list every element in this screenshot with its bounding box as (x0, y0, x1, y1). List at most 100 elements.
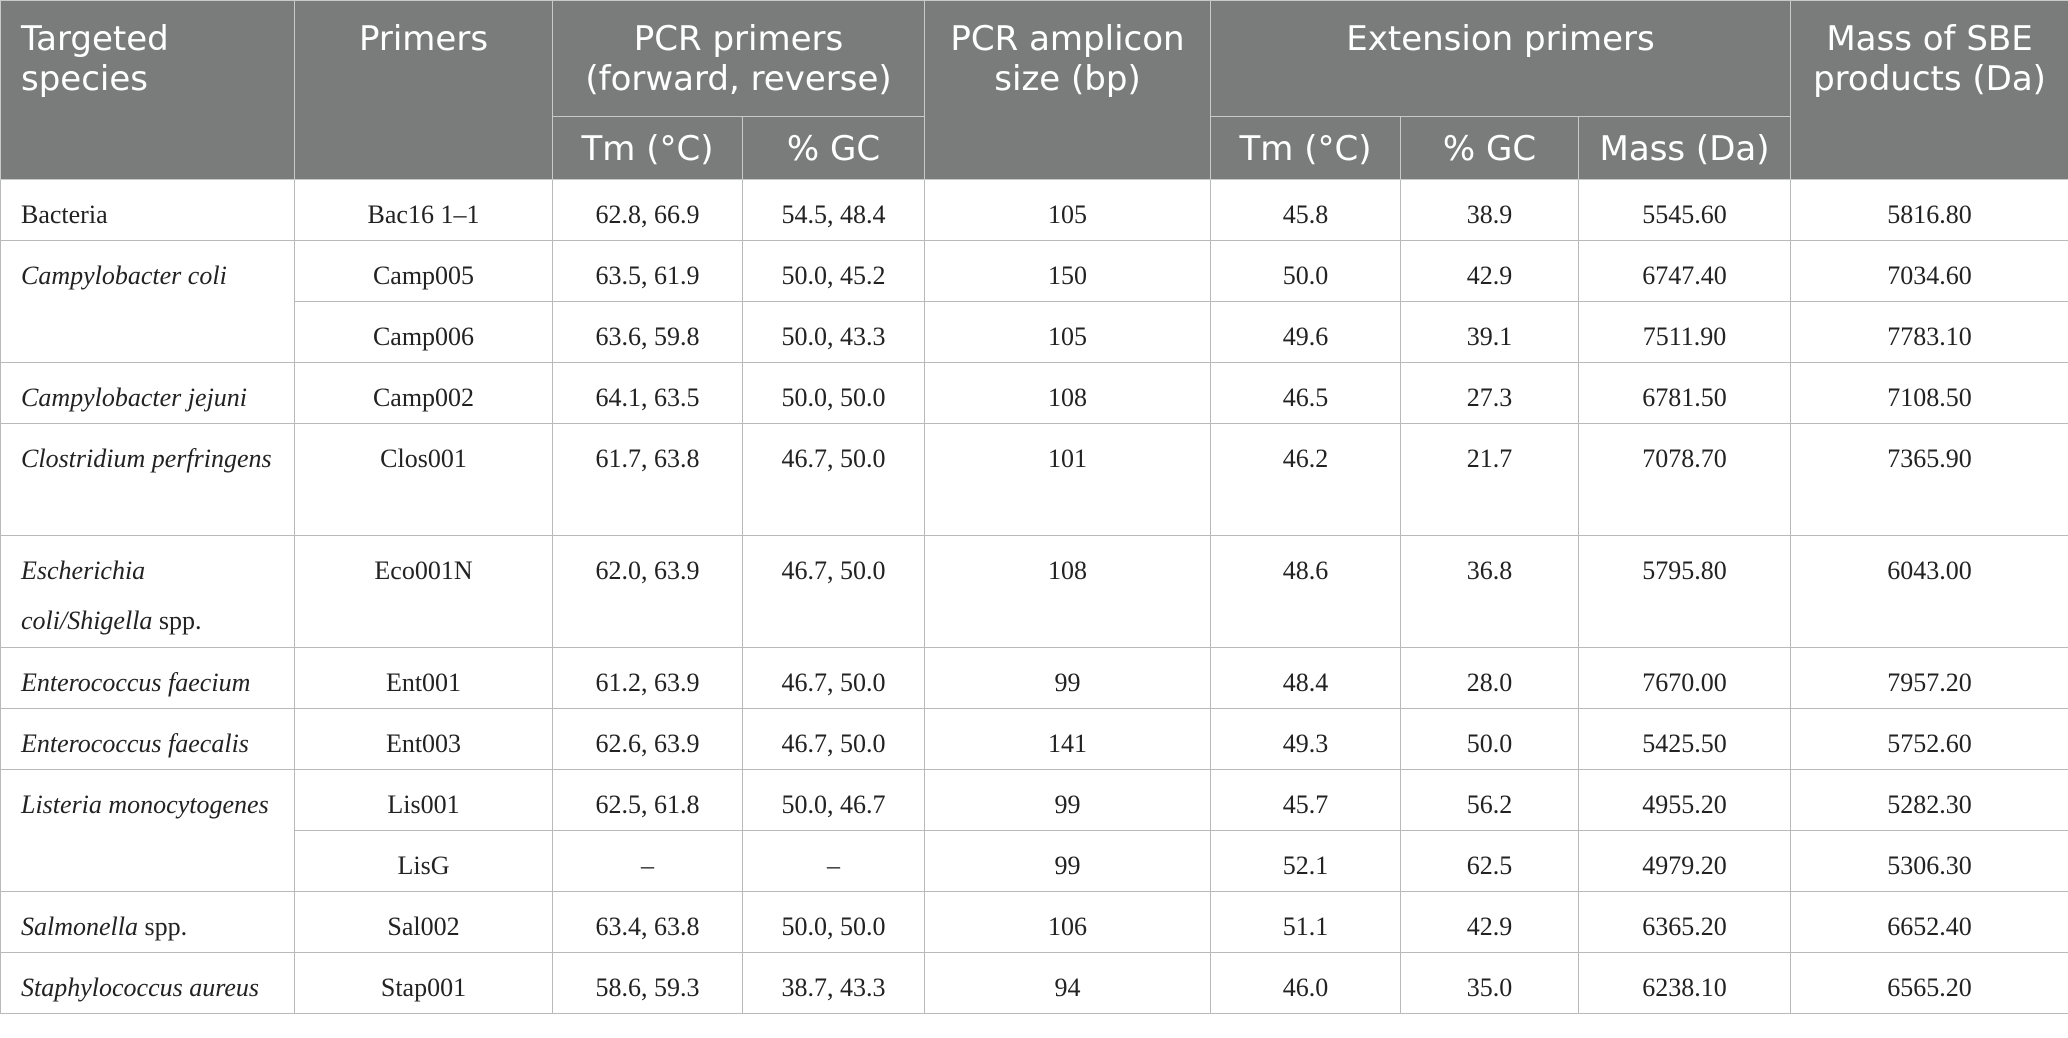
pcr-tm-cell: 61.7, 63.8 (552, 423, 743, 536)
pcr-tm-cell: 63.5, 61.9 (552, 240, 743, 302)
sbe-mass-cell: 5752.60 (1790, 708, 2068, 770)
pcr-tm-cell: 62.6, 63.9 (552, 708, 743, 770)
header-pcr-tm: Tm (°C) (552, 116, 743, 180)
ext-gc-cell: 56.2 (1400, 769, 1579, 831)
header-mass-sbe: Mass of SBE products (Da) (1790, 0, 2068, 180)
primer-table-container: Targeted species Primers PCR primers (fo… (0, 0, 2068, 1014)
amplicon-cell: 99 (924, 769, 1211, 831)
species-cell: Clostridium perfringens (0, 423, 295, 536)
sbe-mass-cell: 7365.90 (1790, 423, 2068, 536)
primer-cell: Eco001N (294, 535, 553, 648)
table-row: Campylobacter coli Camp005 63.5, 61.9 50… (0, 240, 2068, 363)
sbe-mass-cell: 7034.60 (1790, 240, 2068, 302)
species-name-italic: Enterococcus faecalis (21, 729, 249, 758)
table-row: LisG – – 99 52.1 62.5 4979.20 5306.30 (1, 830, 2068, 892)
ext-mass-cell: 5795.80 (1577, 535, 1792, 648)
ext-gc-cell: 21.7 (1400, 423, 1579, 536)
amplicon-cell: 108 (924, 535, 1211, 648)
header-ext-tm: Tm (°C) (1210, 116, 1401, 180)
pcr-gc-cell: 46.7, 50.0 (742, 535, 925, 648)
ext-mass-cell: 6747.40 (1577, 240, 1792, 302)
ext-mass-cell: 5425.50 (1577, 708, 1792, 770)
species-cell: Escherichia coli/Shigella spp. (0, 535, 295, 648)
ext-mass-cell: 6365.20 (1577, 891, 1792, 953)
ext-gc-cell: 38.9 (1400, 179, 1579, 241)
pcr-gc-cell: 50.0, 43.3 (742, 301, 925, 363)
pcr-tm-cell: 63.4, 63.8 (552, 891, 743, 953)
ext-mass-cell: 6781.50 (1577, 362, 1792, 424)
amplicon-cell: 101 (924, 423, 1211, 536)
amplicon-cell: 141 (924, 708, 1211, 770)
pcr-gc-cell: 46.7, 50.0 (742, 708, 925, 770)
species-name-italic: Clostridium perfringens (21, 444, 272, 473)
ext-mass-cell: 7511.90 (1577, 301, 1792, 363)
table-row: Clostridium perfringens Clos001 61.7, 63… (0, 423, 2068, 536)
ext-tm-cell: 48.6 (1210, 535, 1401, 648)
ext-mass-cell: 7078.70 (1577, 423, 1792, 536)
species-cell: Enterococcus faecalis (0, 708, 295, 770)
primer-cell: Camp002 (294, 362, 553, 424)
primer-cell: Ent001 (294, 647, 553, 709)
table-row: Staphylococcus aureus Stap001 58.6, 59.3… (0, 952, 2068, 1014)
table-row: Escherichia coli/Shigella spp. Eco001N 6… (0, 535, 2068, 648)
primer-cell: Stap001 (294, 952, 553, 1014)
ext-mass-cell: 7670.00 (1577, 647, 1792, 709)
pcr-tm-cell: 62.0, 63.9 (552, 535, 743, 648)
pcr-gc-cell: 50.0, 50.0 (742, 891, 925, 953)
species-cell: Campylobacter jejuni (0, 362, 295, 424)
amplicon-cell: 105 (924, 179, 1211, 241)
primer-cell: Bac16 1–1 (294, 179, 553, 241)
species-name-italic: Campylobacter coli (21, 261, 227, 290)
header-ext-gc: % GC (1400, 116, 1579, 180)
ext-gc-cell: 62.5 (1400, 830, 1579, 892)
ext-tm-cell: 45.7 (1210, 769, 1401, 831)
primer-table: Targeted species Primers PCR primers (fo… (0, 0, 2068, 1014)
sbe-mass-cell: 7957.20 (1790, 647, 2068, 709)
ext-tm-cell: 52.1 (1210, 830, 1401, 892)
species-name-suffix: spp. (138, 912, 188, 941)
primer-cell: LisG (294, 830, 553, 892)
species-cell: Staphylococcus aureus (0, 952, 295, 1014)
pcr-gc-cell: 54.5, 48.4 (742, 179, 925, 241)
ext-tm-cell: 49.3 (1210, 708, 1401, 770)
amplicon-cell: 94 (924, 952, 1211, 1014)
sbe-mass-cell: 5306.30 (1790, 830, 2068, 892)
header-primers: Primers (294, 0, 553, 180)
amplicon-cell: 99 (924, 647, 1211, 709)
table-row: Enterococcus faecalis Ent003 62.6, 63.9 … (0, 708, 2068, 770)
pcr-gc-cell: 46.7, 50.0 (742, 423, 925, 536)
ext-tm-cell: 46.2 (1210, 423, 1401, 536)
sbe-mass-cell: 7783.10 (1790, 301, 2068, 363)
primer-cell: Ent003 (294, 708, 553, 770)
species-name-suffix: spp. (152, 606, 202, 635)
header-row-1: Targeted species Primers PCR primers (fo… (0, 0, 2068, 180)
primer-cell: Clos001 (294, 423, 553, 536)
ext-mass-cell: 4955.20 (1577, 769, 1792, 831)
pcr-tm-cell: 64.1, 63.5 (552, 362, 743, 424)
pcr-gc-cell: 50.0, 45.2 (742, 240, 925, 302)
table-row: Campylobacter jejuni Camp002 64.1, 63.5 … (0, 362, 2068, 424)
amplicon-cell: 108 (924, 362, 1211, 424)
table-row: Salmonella spp. Sal002 63.4, 63.8 50.0, … (0, 891, 2068, 953)
pcr-gc-cell: 50.0, 50.0 (742, 362, 925, 424)
header-extension-primers: Extension primers (1209, 0, 1792, 117)
species-name-italic: Salmonella (21, 912, 138, 941)
header-row-2: Tm (°C) % GC Tm (°C) % GC Mass (Da) (1, 116, 2068, 180)
ext-gc-cell: 39.1 (1400, 301, 1579, 363)
ext-gc-cell: 35.0 (1400, 952, 1579, 1014)
species-cell: Listeria monocytogenes (0, 769, 295, 892)
species-name-italic: Enterococcus faecium (21, 668, 251, 697)
pcr-gc-cell: – (742, 830, 925, 892)
table-row: Camp006 63.6, 59.8 50.0, 43.3 105 49.6 3… (1, 301, 2068, 363)
header-targeted-species: Targeted species (0, 0, 295, 180)
ext-tm-cell: 48.4 (1210, 647, 1401, 709)
ext-gc-cell: 42.9 (1400, 240, 1579, 302)
species-name: Bacteria (21, 200, 108, 229)
pcr-gc-cell: 38.7, 43.3 (742, 952, 925, 1014)
table-row: Listeria monocytogenes Lis001 62.5, 61.8… (0, 769, 2068, 892)
species-cell: Enterococcus faecium (0, 647, 295, 709)
species-name-italic: Staphylococcus aureus (21, 973, 260, 1002)
ext-gc-cell: 28.0 (1400, 647, 1579, 709)
table-row: Bacteria Bac16 1–1 62.8, 66.9 54.5, 48.4… (0, 179, 2068, 241)
primer-cell: Sal002 (294, 891, 553, 953)
